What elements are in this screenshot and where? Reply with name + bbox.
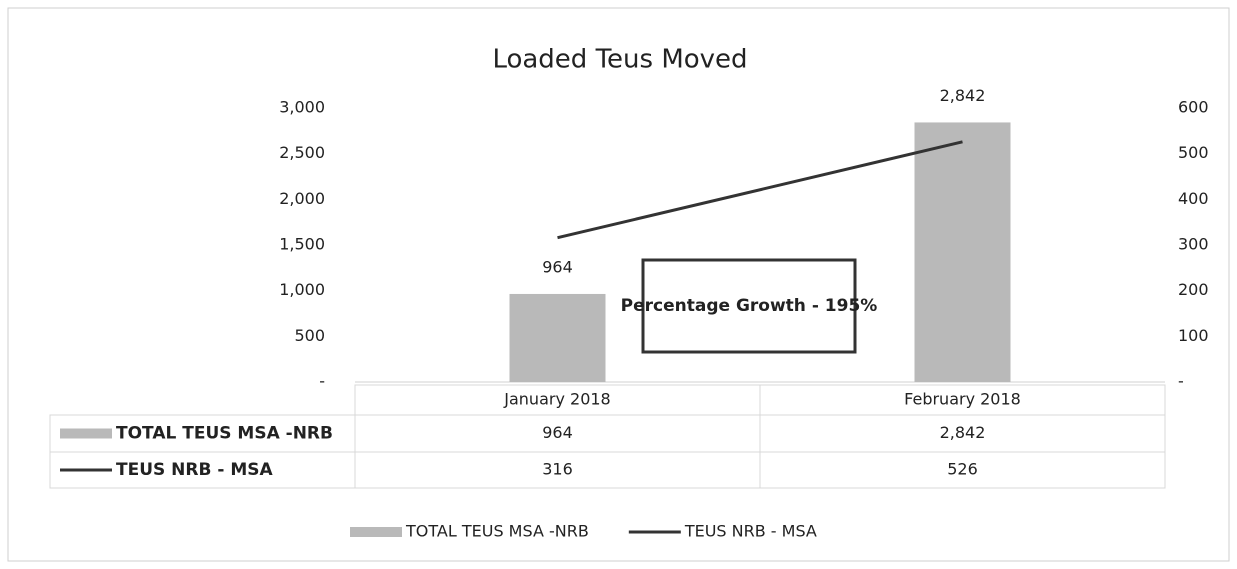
legend-label: TOTAL TEUS MSA -NRB [405,522,589,541]
table-value: 964 [542,423,573,442]
bar [509,293,606,382]
y-tick-label: 3,000 [279,98,325,117]
y-tick-label: 500 [294,326,325,345]
annotation-box [641,258,857,354]
annotation: Percentage Growth - 195% [621,296,878,316]
chart-frame [7,7,1230,562]
y-tick-label: 2,500 [279,143,325,162]
x-tick-label: February 2018 [904,390,1021,409]
y2-tick-label: 500 [1178,143,1209,162]
y2-tick-label: 600 [1178,98,1209,117]
y2-tick-label: - [1178,372,1184,391]
y2-tick-label: 400 [1178,189,1209,208]
y2-tick-label: 300 [1178,235,1209,254]
bar [914,122,1011,382]
y-tick-label: - [319,372,325,391]
table-value: 526 [947,460,978,479]
data-label: 964 [542,257,573,276]
y-tick-label: 1,000 [279,280,325,299]
table-row-label: TOTAL TEUS MSA -NRB [116,424,333,444]
y-tick-label: 2,000 [279,189,325,208]
line [557,140,963,240]
legend-label: TEUS NRB - MSA [684,522,817,541]
table-value: 316 [542,460,573,479]
legend-key [350,527,402,537]
table-cell [49,451,1166,489]
data-label: 2,842 [940,86,986,105]
table-row-label: TEUS NRB - MSA [116,460,274,480]
legend-key [60,428,112,439]
table-value: 2,842 [940,423,986,442]
y-tick-label: 1,500 [279,235,325,254]
y2-tick-label: 200 [1178,280,1209,299]
y2-tick-label: 100 [1178,326,1209,345]
x-tick-label: January 2018 [503,390,610,409]
chart-title: Loaded Teus Moved [492,45,747,75]
